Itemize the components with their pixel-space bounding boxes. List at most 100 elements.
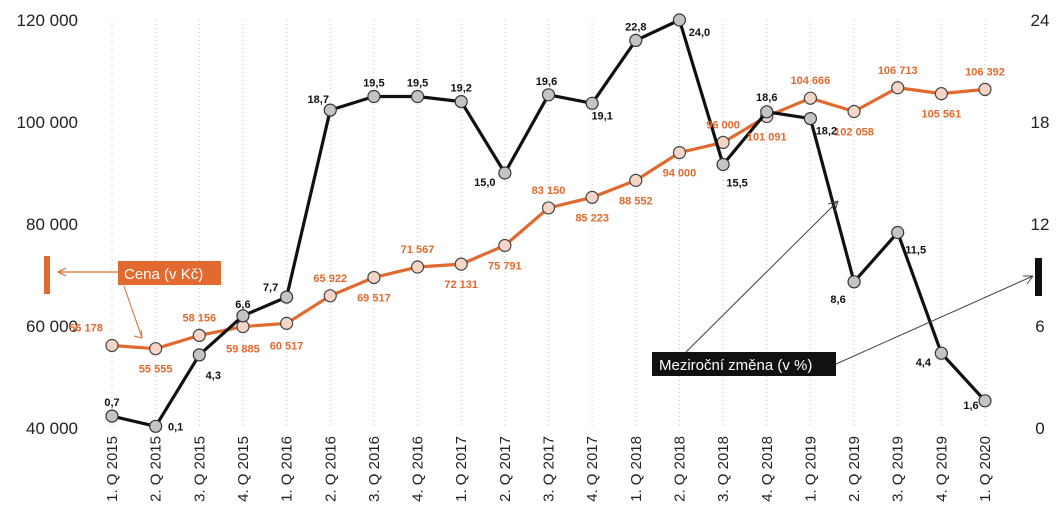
change-point <box>934 346 948 360</box>
change-point <box>498 166 512 180</box>
change-data-label: 4,4 <box>916 357 932 369</box>
price-point <box>280 316 294 330</box>
change-point <box>410 89 425 104</box>
change-point <box>149 419 163 433</box>
change-point <box>454 94 468 109</box>
left-y-axis: 40 000 60 000 80 000 100 000 120 000 <box>17 11 78 438</box>
left-tick-label: 40 000 <box>26 419 78 438</box>
price-data-labels: 56 178 55 555 58 156 59 885 60 517 65 922 69 5… <box>69 65 1005 376</box>
price-data-label: 85 223 <box>575 212 609 224</box>
price-data-label: 75 791 <box>488 260 522 272</box>
change-data-label: 15,0 <box>474 177 495 189</box>
price-point <box>585 190 599 204</box>
right-tick-label: 18 <box>1031 113 1050 132</box>
x-tick-label: 3. Q 2019 <box>890 436 907 502</box>
change-data-label: 11,5 <box>905 245 926 257</box>
price-data-label: 65 922 <box>313 273 347 285</box>
price-data-label: 56 178 <box>69 322 103 334</box>
change-point <box>280 290 294 304</box>
price-data-label: 72 131 <box>444 279 478 291</box>
x-tick-label: 1. Q 2016 <box>279 436 296 502</box>
x-axis: 1. Q 2015 2. Q 2015 3. Q 2015 4. Q 2015 1. Q… <box>104 436 994 502</box>
change-data-label: 8,6 <box>830 294 845 306</box>
price-legend-label: Cena (v Kč) <box>124 266 203 283</box>
change-point <box>891 225 905 240</box>
price-point <box>891 81 905 95</box>
change-point <box>978 394 992 408</box>
x-tick-label: 4. Q 2017 <box>584 436 601 502</box>
change-series <box>105 13 992 433</box>
change-point <box>541 88 556 102</box>
price-data-label: 59 885 <box>226 344 260 356</box>
left-tick-label: 80 000 <box>26 215 78 234</box>
x-tick-label: 3. Q 2017 <box>541 436 558 502</box>
price-data-label: 104 666 <box>791 75 831 87</box>
change-data-label: 19,6 <box>536 76 557 88</box>
change-point <box>760 105 774 119</box>
x-tick-label: 2. Q 2019 <box>846 436 863 502</box>
change-point <box>323 103 337 117</box>
left-tick-label: 100 000 <box>17 113 78 132</box>
price-legend-box <box>118 261 221 285</box>
change-data-label: 4,3 <box>206 370 221 382</box>
left-tick-label: 60 000 <box>26 317 78 336</box>
x-tick-label: 2. Q 2018 <box>671 436 688 502</box>
change-data-labels: 0,7 0,1 4,3 6,6 7,7 18,7 19,5 19,5 19,2 15,0 19,6 1… <box>104 21 978 433</box>
price-data-label: 96 000 <box>706 119 740 131</box>
x-tick-label: 3. Q 2016 <box>366 436 383 502</box>
change-legend-bar <box>1035 258 1042 296</box>
price-data-label: 83 150 <box>532 185 566 197</box>
x-tick-label: 1. Q 2019 <box>802 436 819 502</box>
price-data-label: 69 517 <box>357 292 391 304</box>
x-tick-label: 4. Q 2015 <box>235 436 252 502</box>
right-tick-label: 6 <box>1035 317 1044 336</box>
x-tick-label: 4. Q 2018 <box>759 436 776 502</box>
price-point <box>149 342 163 356</box>
change-data-label: 24,0 <box>689 27 710 39</box>
change-legend-label: Meziroční změna (v %) <box>659 357 812 374</box>
price-point <box>105 338 119 353</box>
x-tick-label: 4. Q 2016 <box>410 436 427 502</box>
x-tick-label: 3. Q 2015 <box>191 436 208 502</box>
change-legend-box <box>652 352 836 376</box>
change-data-label: 19,1 <box>591 110 612 122</box>
change-legend-arrowhead-b <box>1023 275 1034 285</box>
price-data-label: 58 156 <box>182 312 216 324</box>
price-legend-pointer-head <box>133 329 143 339</box>
change-data-label: 18,6 <box>756 92 777 104</box>
change-data-label: 19,2 <box>450 83 471 95</box>
price-point <box>367 270 381 285</box>
price-point <box>541 201 556 215</box>
price-point <box>672 146 687 160</box>
change-data-label: 18,7 <box>308 94 329 106</box>
right-tick-label: 12 <box>1031 215 1050 234</box>
price-point <box>454 257 468 271</box>
price-point <box>410 260 425 274</box>
change-point <box>672 13 687 27</box>
change-point <box>105 409 119 423</box>
price-data-label: 105 561 <box>921 109 961 121</box>
change-point <box>847 275 861 289</box>
change-data-label: 19,5 <box>363 78 384 90</box>
price-series <box>105 81 992 356</box>
x-tick-label: 1. Q 2015 <box>104 436 121 502</box>
x-tick-label: 1. Q 2018 <box>628 436 645 502</box>
change-point <box>803 111 818 126</box>
right-tick-label: 24 <box>1031 11 1050 30</box>
change-legend-arrow-a <box>685 200 839 353</box>
change-point <box>367 89 381 104</box>
change-data-label: 0,7 <box>104 397 119 409</box>
left-tick-label: 120 000 <box>17 11 78 30</box>
price-point <box>323 289 337 303</box>
price-data-label: 102 058 <box>834 127 874 139</box>
x-tick-label: 1. Q 2020 <box>977 436 994 502</box>
price-legend-pointer <box>123 285 143 339</box>
price-point <box>803 91 818 105</box>
x-tick-label: 2. Q 2016 <box>322 436 339 502</box>
price-point <box>629 173 643 187</box>
price-point <box>934 87 948 101</box>
x-tick-label: 3. Q 2018 <box>715 436 732 502</box>
x-tick-label: 1. Q 2017 <box>453 436 470 502</box>
price-data-label: 60 517 <box>270 340 304 352</box>
